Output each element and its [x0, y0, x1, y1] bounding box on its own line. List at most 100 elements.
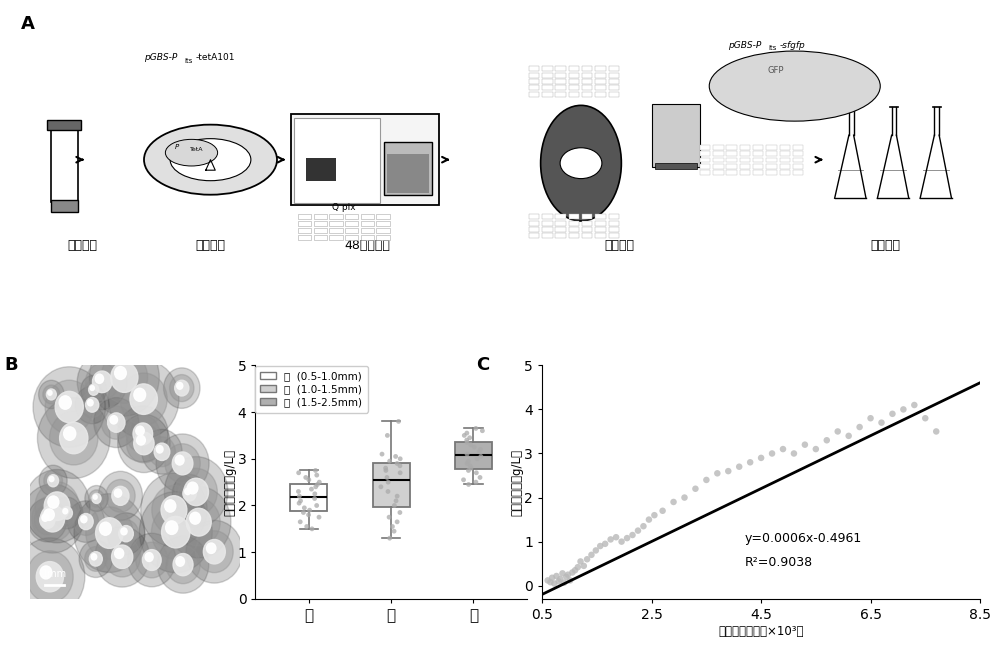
Bar [376, 214, 390, 219]
Point [873, 417, 889, 428]
Bar [361, 234, 374, 240]
Circle shape [100, 522, 111, 535]
Point [392, 467, 408, 478]
Bar [345, 234, 358, 240]
Bar [329, 221, 343, 227]
Point [742, 457, 758, 467]
Bar [595, 227, 606, 232]
Point [542, 577, 558, 587]
Bar [740, 164, 750, 169]
Text: GFP: GFP [768, 66, 784, 76]
Bar [766, 145, 777, 150]
Bar [387, 154, 429, 193]
Point [917, 413, 933, 423]
Point [576, 561, 592, 571]
Bar [384, 142, 432, 195]
Text: TetA: TetA [190, 147, 203, 152]
Circle shape [121, 528, 127, 535]
Point [382, 456, 398, 466]
Bar [542, 66, 552, 72]
Bar [713, 151, 724, 156]
Point [554, 568, 570, 579]
Circle shape [195, 531, 233, 573]
Bar [609, 79, 619, 84]
Point [468, 477, 484, 488]
Bar [555, 92, 566, 96]
Bar [609, 73, 619, 77]
Point [292, 517, 308, 527]
Circle shape [118, 406, 168, 462]
Circle shape [40, 512, 55, 529]
Bar [582, 233, 592, 238]
Bar [713, 145, 724, 150]
Point [460, 465, 476, 476]
Circle shape [203, 540, 225, 564]
Point [579, 554, 595, 564]
Bar [609, 214, 619, 219]
Bar [555, 85, 566, 90]
Bar [740, 145, 750, 150]
Point [720, 466, 736, 477]
Bar [793, 158, 803, 163]
Point [459, 449, 475, 460]
Circle shape [106, 480, 135, 512]
Point [381, 512, 397, 522]
Bar [780, 145, 790, 150]
Point [548, 571, 564, 581]
Text: A: A [20, 14, 34, 33]
Point [775, 444, 791, 454]
Point [709, 468, 725, 478]
Bar [555, 214, 566, 219]
Circle shape [34, 506, 60, 534]
Bar [555, 227, 566, 232]
Point [558, 572, 574, 582]
Text: 1mm: 1mm [42, 569, 67, 579]
Circle shape [162, 516, 190, 548]
Bar [793, 151, 803, 156]
Point [311, 477, 327, 488]
Bar [569, 221, 579, 225]
Circle shape [77, 354, 127, 409]
Point [635, 521, 651, 531]
Circle shape [81, 376, 107, 404]
Bar [569, 227, 579, 232]
Point [753, 452, 769, 463]
Bar [700, 164, 710, 169]
Circle shape [39, 465, 67, 496]
Bar [595, 214, 606, 219]
Bar [700, 170, 710, 175]
Text: pGBS-P: pGBS-P [144, 53, 177, 62]
Bar [542, 227, 552, 232]
Circle shape [145, 553, 153, 562]
Point [308, 482, 324, 492]
Circle shape [53, 497, 81, 529]
Point [841, 431, 857, 441]
Point [583, 549, 599, 560]
Point [380, 477, 396, 488]
Circle shape [172, 475, 207, 513]
Point [588, 546, 604, 556]
Bar [329, 214, 343, 219]
Bar [555, 233, 566, 238]
Circle shape [79, 540, 113, 577]
Bar [582, 92, 592, 96]
Circle shape [81, 393, 104, 417]
Bar [726, 164, 737, 169]
Bar [314, 221, 327, 227]
Bar [294, 118, 380, 203]
Circle shape [175, 455, 184, 465]
Bar [529, 214, 539, 219]
Point [384, 521, 400, 532]
Point [808, 444, 824, 454]
Text: 平板选择: 平板选择 [196, 239, 226, 252]
Point [597, 538, 613, 549]
Bar [582, 221, 592, 225]
Circle shape [108, 413, 125, 432]
Circle shape [89, 490, 104, 507]
Point [456, 475, 472, 485]
Bar [361, 228, 374, 233]
Point [380, 486, 396, 497]
Bar [700, 145, 710, 150]
Circle shape [55, 391, 83, 422]
Bar [582, 85, 592, 90]
